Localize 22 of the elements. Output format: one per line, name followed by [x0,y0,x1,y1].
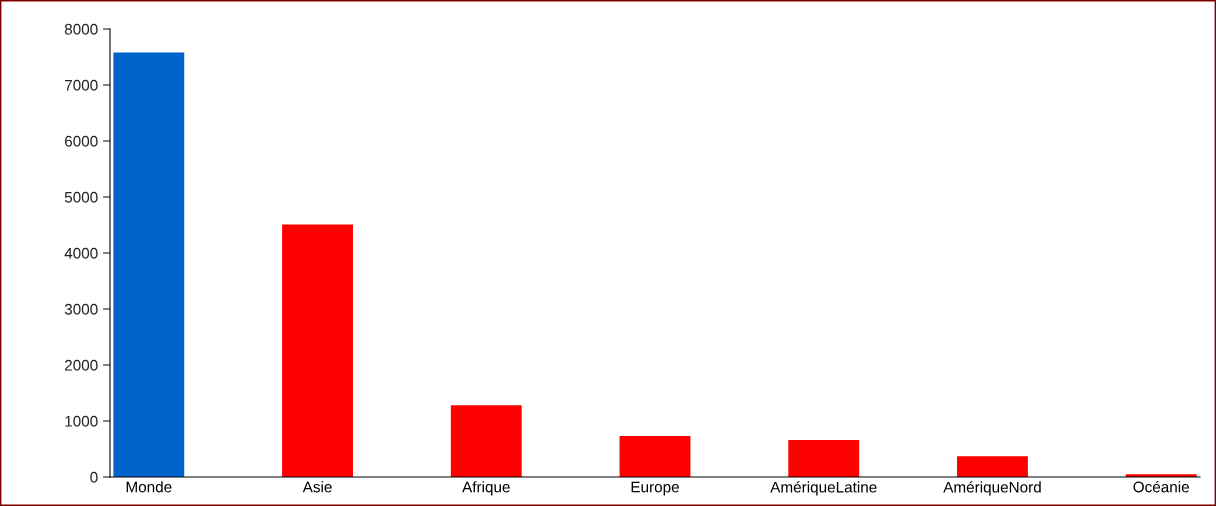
y-tick-label: 3000 [64,303,98,315]
x-tick-label: Océanie [1133,480,1189,493]
bar [282,224,353,477]
bar [450,405,522,477]
x-tick-label: Afrique [462,481,510,496]
y-tick-label: 6000 [64,135,98,147]
x-tick-label: AmériqueNord [943,481,1041,496]
bar [619,436,691,477]
y-tick-label: 8000 [64,23,98,35]
y-tick-label: 5000 [64,191,98,203]
bar [957,456,1028,477]
y-tick-label: 2000 [64,359,98,371]
y-tick-label: 7000 [64,79,98,91]
x-tick-label: Monde [126,481,172,493]
bar [113,52,185,477]
y-tick-label: 0 [90,471,98,483]
bar [788,440,860,477]
x-tick-label: AmériqueLatine [770,481,877,496]
y-tick-label: 4000 [64,247,98,259]
x-tick-label: Asie [302,481,332,493]
x-tick-label: Europe [631,481,679,496]
y-tick-label: 1000 [65,415,98,427]
